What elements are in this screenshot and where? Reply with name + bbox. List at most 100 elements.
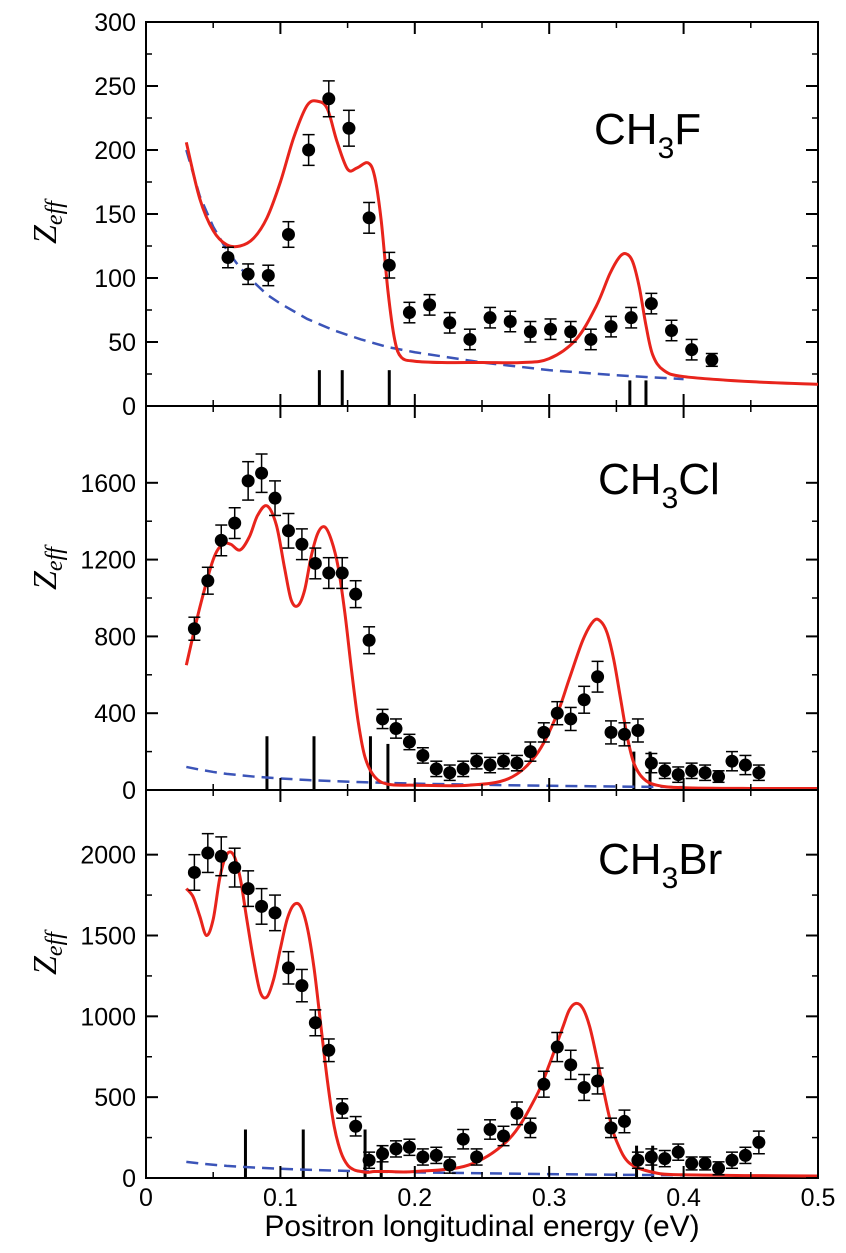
x-tick-label: 0.5: [801, 1184, 836, 1212]
data-point: [725, 1153, 739, 1167]
data-point: [221, 251, 235, 265]
data-point: [564, 1058, 578, 1072]
data-point: [483, 311, 497, 325]
data-point: [705, 353, 719, 367]
y-tick-label: 300: [94, 9, 136, 37]
data-point: [389, 1142, 403, 1156]
data-point: [295, 537, 309, 551]
data-point: [523, 325, 537, 339]
data-point: [671, 1145, 685, 1159]
y-axis-label-sub: eff: [42, 198, 68, 225]
data-point: [591, 1074, 605, 1088]
data-point: [362, 1153, 376, 1167]
data-point: [423, 298, 437, 312]
data-point: [255, 899, 269, 913]
y-tick-label: 0: [122, 1165, 136, 1193]
data-point: [187, 865, 201, 879]
data-point: [537, 725, 551, 739]
data-point: [537, 1077, 551, 1091]
data-point: [523, 745, 537, 759]
data-point: [658, 1152, 672, 1166]
data-point: [604, 725, 618, 739]
data-point: [564, 325, 578, 339]
y-tick-label: 200: [94, 137, 136, 165]
y-axis-label-sub: eff: [42, 544, 68, 571]
data-point: [685, 1156, 699, 1170]
data-point: [483, 1123, 497, 1136]
y-tick-label: 0: [122, 777, 136, 805]
data-point: [201, 846, 215, 860]
y-tick-label: 500: [94, 1084, 136, 1112]
data-point: [295, 979, 309, 993]
data-point: [497, 754, 511, 768]
data-point: [349, 587, 363, 601]
data-point: [402, 306, 416, 320]
data-point: [604, 1121, 618, 1135]
molecule-label-sub: 3: [662, 862, 679, 895]
data-point: [362, 211, 376, 225]
data-point: [644, 297, 658, 311]
data-point: [617, 727, 631, 741]
y-tick-label: 1000: [80, 1003, 136, 1031]
data-point: [456, 1132, 470, 1146]
data-point: [342, 121, 356, 135]
data-point: [255, 466, 269, 480]
y-axis-label-sub: eff: [42, 929, 68, 956]
y-axis-label: Zeff: [27, 198, 68, 244]
data-point: [577, 1080, 591, 1094]
data-point: [201, 574, 215, 588]
measured-points: [187, 832, 766, 1176]
data-point: [564, 712, 578, 726]
data-point: [712, 770, 726, 784]
x-tick-label: 0.4: [666, 1184, 701, 1212]
x-tick-label: 0: [139, 1184, 153, 1212]
data-point: [261, 268, 275, 282]
theory-curve: [185, 850, 819, 1178]
y-tick-label: 1500: [80, 923, 136, 951]
data-point: [483, 758, 497, 772]
data-point: [752, 766, 766, 780]
data-point: [738, 758, 752, 772]
molecule-label: CH3F: [594, 105, 701, 165]
data-point: [214, 849, 228, 863]
data-point: [658, 764, 672, 778]
molecule-label-base: CH: [598, 835, 662, 884]
data-point: [308, 1016, 322, 1030]
data-point: [644, 1150, 658, 1164]
data-point: [429, 762, 443, 776]
data-point: [644, 756, 658, 770]
data-point: [268, 491, 282, 505]
y-tick-label: 1600: [80, 470, 136, 498]
y-axis-label-main: Z: [27, 570, 64, 590]
molecule-label: CH3Br: [598, 835, 722, 895]
data-point: [402, 735, 416, 749]
data-point: [698, 766, 712, 780]
y-tick-label: 400: [94, 700, 136, 728]
theory-line: [185, 850, 819, 1178]
data-point: [241, 474, 255, 488]
molecule-label-base: CH: [594, 105, 658, 154]
data-point: [470, 1150, 484, 1164]
x-axis-label: Positron longitudinal energy (eV): [264, 1210, 699, 1243]
y-tick-label: 1200: [80, 547, 136, 575]
x-tick-labels: 0 0.1 0.2 0.3 0.4 0.5: [139, 1184, 835, 1212]
data-point: [624, 311, 638, 325]
data-point: [335, 1101, 349, 1115]
data-point: [550, 1040, 564, 1054]
data-point: [617, 1114, 631, 1128]
y-tick-label: 50: [108, 329, 136, 357]
data-point: [443, 316, 457, 330]
molecule-label-sub: 3: [662, 482, 679, 515]
data-point: [322, 566, 336, 580]
data-point: [228, 516, 242, 530]
data-point: [685, 764, 699, 778]
data-point: [510, 1106, 524, 1120]
x-tick-label: 0.2: [397, 1184, 432, 1212]
panel-ch3cl: 0 400 800 1200 1600 Zeff CH3Cl: [27, 405, 819, 805]
theory-line: [184, 504, 819, 791]
data-point: [523, 1121, 537, 1135]
y-tick-label: 2000: [80, 842, 136, 870]
data-point: [443, 1158, 457, 1172]
data-point: [550, 706, 564, 720]
panel-frame: [145, 21, 819, 407]
